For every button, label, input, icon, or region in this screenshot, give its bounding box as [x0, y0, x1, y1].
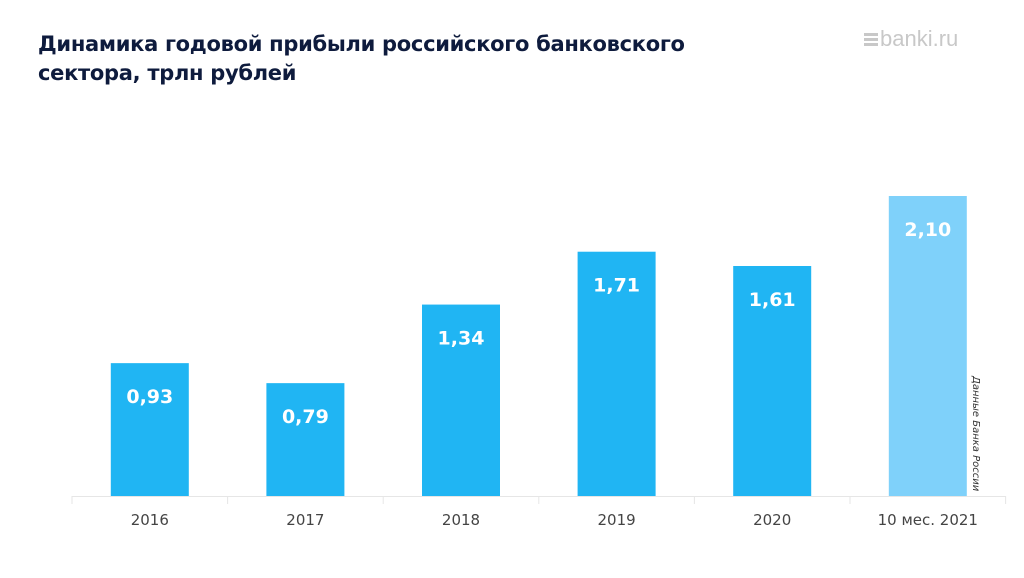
x-tick-label: 2018	[442, 511, 480, 529]
bar	[422, 304, 500, 496]
data-label: 2,10	[904, 219, 951, 241]
bar	[110, 363, 189, 496]
banki-logo: banki.ru	[864, 26, 958, 52]
source-note: Данные Банка России	[970, 376, 981, 492]
logo-text: banki.ru	[880, 26, 959, 51]
x-tick-label: 2020	[753, 511, 791, 529]
x-tick-label: 2017	[286, 511, 324, 529]
chart-title: Динамика годовой прибыли российского бан…	[38, 32, 685, 85]
data-label: 1,34	[438, 328, 485, 350]
data-label: 0,93	[126, 386, 173, 408]
x-tick-label: 10 мес. 2021	[878, 511, 978, 529]
logo-icon	[864, 31, 878, 48]
bar	[266, 383, 345, 496]
data-label: 1,61	[749, 289, 796, 311]
bar	[888, 196, 967, 496]
x-tick-label: 2016	[131, 511, 169, 529]
bar	[733, 266, 812, 496]
bar	[577, 251, 656, 496]
data-label: 1,71	[593, 275, 640, 297]
data-label: 0,79	[282, 406, 329, 428]
x-tick-label: 2019	[598, 511, 636, 529]
